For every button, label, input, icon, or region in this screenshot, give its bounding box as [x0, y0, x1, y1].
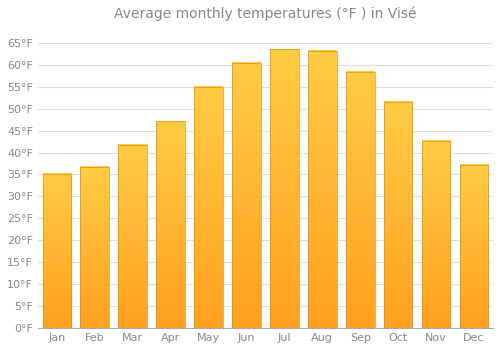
- Title: Average monthly temperatures (°F ) in Visé: Average monthly temperatures (°F ) in Vi…: [114, 7, 416, 21]
- Bar: [384, 102, 412, 328]
- Bar: [422, 141, 450, 328]
- Bar: [308, 51, 336, 328]
- Bar: [118, 145, 147, 328]
- Bar: [270, 49, 298, 328]
- Bar: [232, 63, 260, 328]
- Bar: [346, 72, 374, 328]
- Bar: [156, 121, 185, 328]
- Bar: [42, 174, 71, 328]
- Bar: [460, 165, 488, 328]
- Bar: [194, 87, 223, 328]
- Bar: [80, 167, 109, 328]
